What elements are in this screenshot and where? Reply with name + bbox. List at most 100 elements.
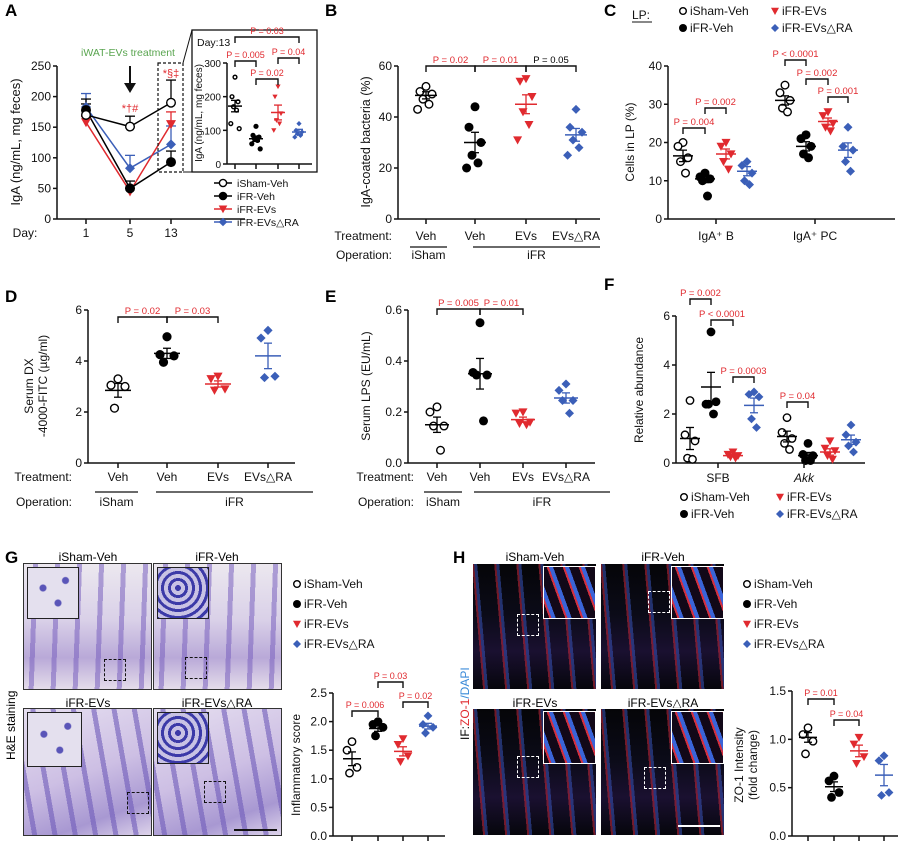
data-point <box>352 762 362 772</box>
significance-bracket <box>784 59 807 66</box>
data-point <box>482 370 492 380</box>
data-point <box>253 123 259 129</box>
tile-title: iFR-Veh <box>195 550 239 564</box>
y-tick-label: 0.0 <box>310 829 327 843</box>
data-point <box>155 350 165 360</box>
series-point <box>165 97 176 108</box>
data-point <box>841 157 850 167</box>
significance-bracket <box>234 36 300 43</box>
series-point <box>166 157 176 168</box>
y-tick-label: 150 <box>31 120 51 134</box>
tile-title: iFR-Veh <box>641 550 685 564</box>
p-value-label: P = 0.02 <box>433 55 468 66</box>
data-point <box>554 385 564 395</box>
operation-value: iSham <box>99 495 133 509</box>
data-point <box>716 142 726 151</box>
p-value-label: P = 0.01 <box>484 298 519 309</box>
y-tick-label: 300 <box>204 59 221 70</box>
treatment-value: EVs <box>512 470 534 484</box>
data-point <box>796 134 806 144</box>
data-point <box>825 437 835 446</box>
data-point <box>292 134 298 140</box>
y-tick-label: 2 <box>75 405 82 419</box>
p-value-label: P = 0.03 <box>374 671 408 681</box>
if-micrograph-ifr-evs <box>472 708 597 836</box>
tile-title: iFR-EVs <box>65 696 111 710</box>
data-point <box>232 74 238 80</box>
data-point <box>728 448 738 457</box>
data-point <box>393 740 403 749</box>
data-point <box>561 379 571 389</box>
data-point <box>673 141 683 151</box>
y-tick-label: 2.0 <box>310 715 327 729</box>
x-tick-label: 5 <box>127 226 134 240</box>
y-tick-label: 0.6 <box>385 303 402 317</box>
data-point <box>275 84 281 90</box>
legend-label: iFR-EVs△RA <box>237 217 299 229</box>
data-point <box>884 788 894 797</box>
p-value-label: P = 0.04 <box>780 391 815 402</box>
data-point <box>272 94 278 100</box>
data-point <box>783 107 793 117</box>
data-point <box>804 153 813 163</box>
data-point <box>574 143 584 153</box>
data-point <box>706 327 716 337</box>
p-value-label: P = 0.03 <box>175 306 210 317</box>
legend-marker <box>771 24 779 32</box>
zoom-inset <box>27 567 79 619</box>
significance-bracket <box>402 701 429 708</box>
significance-bracket <box>474 65 527 72</box>
data-point <box>513 136 523 145</box>
data-point <box>846 166 855 176</box>
data-point <box>828 455 837 464</box>
data-point <box>522 421 531 430</box>
treatment-value: Veh <box>465 229 486 243</box>
data-point <box>403 752 413 761</box>
data-point <box>877 791 886 800</box>
data-point <box>421 728 430 738</box>
data-point <box>270 371 280 381</box>
data-point <box>398 735 408 744</box>
significance-bracket <box>827 96 849 103</box>
data-point <box>688 454 697 464</box>
operation-label: Operation: <box>358 495 414 509</box>
roi-box <box>517 614 539 636</box>
data-point <box>803 439 813 448</box>
legend-marker <box>293 600 301 608</box>
legend-marker <box>680 493 689 502</box>
significance-bracket <box>377 681 404 688</box>
significance-bracket <box>479 308 524 315</box>
legend-label: iFR-EVs△RA <box>304 637 375 651</box>
data-point <box>775 88 785 98</box>
legend-label: iFR-Veh <box>754 597 797 611</box>
legend-label: iSham-Veh <box>691 490 750 504</box>
if-micrograph-ifr-veh <box>600 563 725 690</box>
data-point <box>827 792 836 802</box>
y-tick-label: 100 <box>31 151 51 165</box>
legend-marker <box>293 640 301 648</box>
data-point <box>709 409 718 419</box>
day13-highlight-box <box>157 62 184 173</box>
panel-label: C <box>604 1 616 20</box>
y-tick-label: 0.5 <box>769 781 786 795</box>
data-point <box>854 733 864 742</box>
scale-bar <box>678 825 720 827</box>
y-axis-label: Relative abundance <box>632 337 646 443</box>
panel-label: H <box>453 548 465 567</box>
legend-marker <box>293 580 302 589</box>
tile-title: iFR-EVs <box>512 696 558 710</box>
significance-bracket <box>689 298 712 305</box>
y-axis-label: Serum LPS (EU/mL) <box>359 331 373 440</box>
treatment-value: Veh <box>416 229 437 243</box>
p-value-label: P = 0.04 <box>272 47 306 57</box>
zoom-inset <box>27 712 82 767</box>
p-value-label: P = 0.001 <box>818 86 859 97</box>
y-tick-label: 1.0 <box>310 772 327 786</box>
significance-bracket <box>117 316 168 323</box>
data-point <box>571 104 581 114</box>
treatment-value: EVs <box>515 229 537 243</box>
y-axis-label: Cells in LP (%) <box>623 102 637 181</box>
legend-label: iFR-EVs <box>787 490 832 504</box>
data-point <box>521 75 531 84</box>
